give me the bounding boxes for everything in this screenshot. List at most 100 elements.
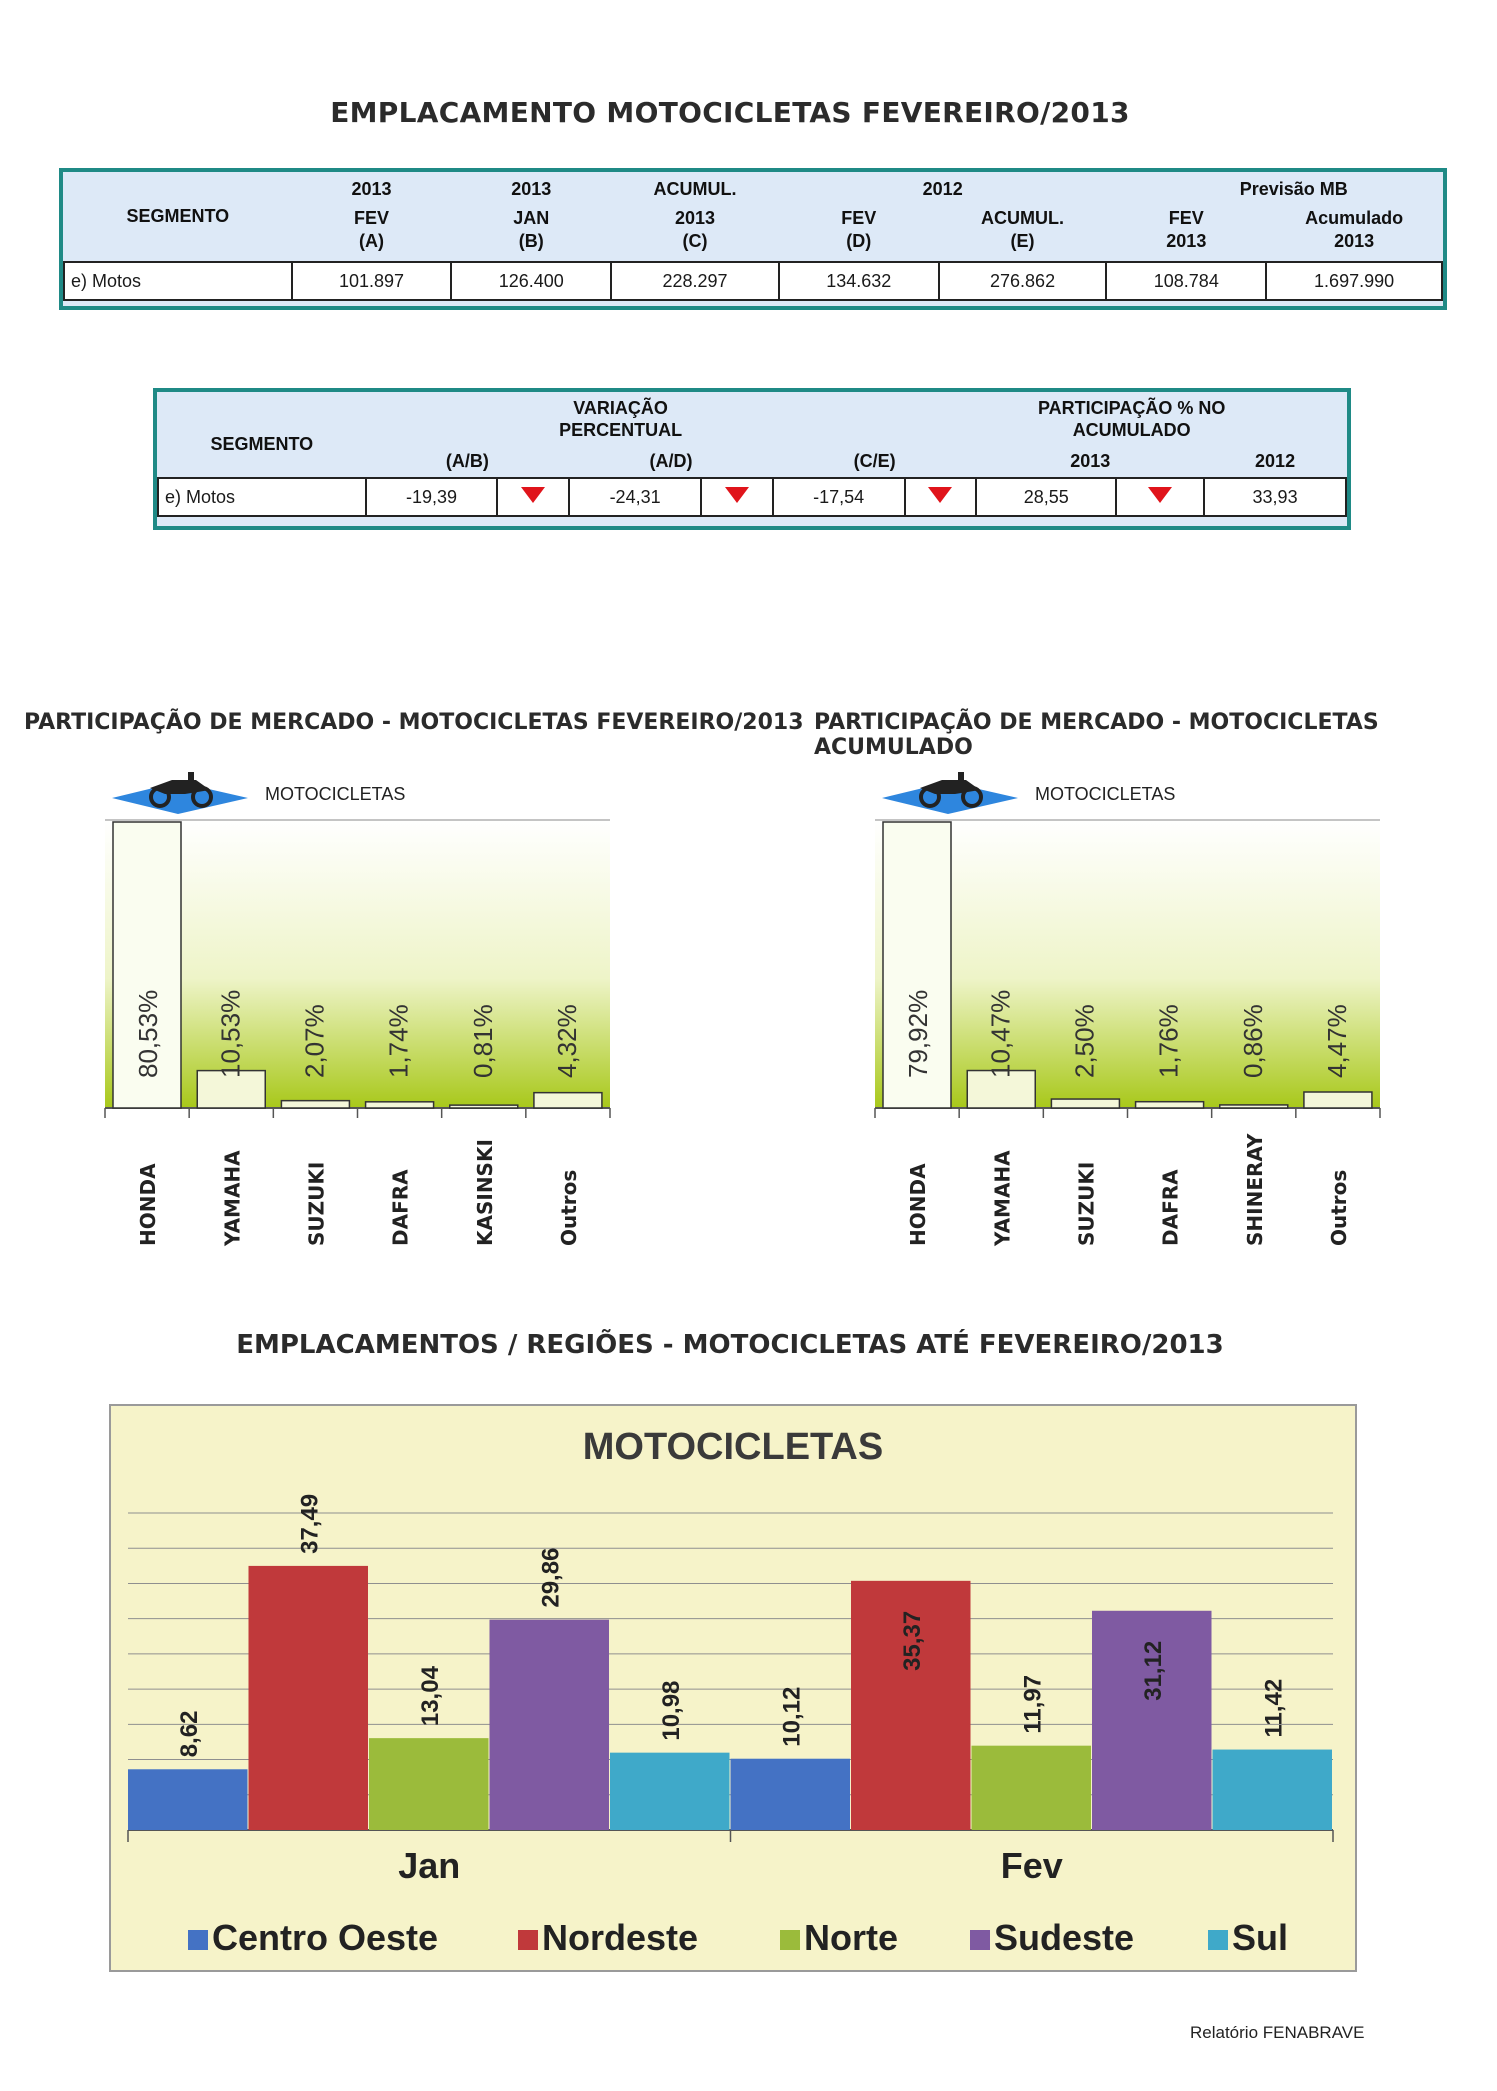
data-label: 0,86% — [1238, 1004, 1268, 1078]
col-header: (A/D) — [649, 451, 693, 471]
variacao-header-text: VARIAÇÃO PERCENTUAL — [559, 398, 683, 440]
bar — [112, 821, 182, 1109]
legend-entry: Centro Oeste — [212, 1917, 438, 1958]
col-header: (A/B) — [445, 451, 489, 471]
cell-value: 28,55 — [975, 477, 1118, 517]
cell-value: 108.784 — [1105, 261, 1268, 301]
category-label: SUZUKI — [304, 1162, 328, 1246]
legend-swatch — [188, 1930, 208, 1950]
legend-entry: Norte — [804, 1917, 898, 1958]
data-label: 0,81% — [468, 1004, 498, 1078]
category-label: SUZUKI — [1074, 1162, 1098, 1246]
bar — [280, 1099, 351, 1109]
bar — [364, 1101, 435, 1109]
data-label: 4,47% — [1322, 1004, 1352, 1078]
data-label: 13,04 — [417, 1665, 444, 1726]
bar — [196, 1069, 266, 1109]
category-label: DAFRA — [389, 1169, 413, 1246]
table-row: e) Motos -19,39 -24,31 -17,54 28,55 33,9… — [157, 477, 1347, 517]
category-label: KASINSKI — [473, 1139, 497, 1246]
badge-diamond — [882, 782, 1018, 814]
category-label: Fev — [1001, 1845, 1063, 1886]
legend-label: MOTOCICLETAS — [265, 784, 405, 804]
participacao-header-text: PARTICIPAÇÃO % NO ACUMULADO — [1038, 398, 1226, 440]
footer-credit: Relatório FENABRAVE — [1190, 2023, 1365, 2042]
col-header-mid: ACUMUL. — [981, 207, 1065, 228]
cell-value: 228.297 — [610, 261, 780, 301]
legend-entry: Sul — [1232, 1917, 1288, 1958]
cell-value: -19,39 — [364, 477, 499, 517]
share-acum-title: PARTICIPAÇÃO DE MERCADO - MOTOCICLETAS A… — [814, 710, 1379, 760]
category-label: YAMAHA — [990, 1150, 1014, 1247]
legend-swatch — [970, 1930, 990, 1950]
badge-diamond — [112, 782, 248, 814]
participacao-header: PARTICIPAÇÃO % NO ACUMULADO — [976, 392, 1346, 446]
category-label: HONDA — [136, 1163, 160, 1246]
cell-value: 134.632 — [777, 261, 940, 301]
cell-value: 101.897 — [290, 261, 453, 301]
col-header-mid: JAN — [513, 207, 550, 228]
bar — [882, 821, 952, 1109]
bar — [369, 1738, 489, 1830]
variation-table: SEGMENTO VARIAÇÃO PERCENTUAL PARTICIPAÇÃ… — [153, 388, 1351, 530]
bar — [730, 1758, 850, 1830]
chart-title: MOTOCICLETAS — [583, 1426, 883, 1468]
data-label: 10,12 — [779, 1687, 806, 1747]
col-header-top: ACUMUL. — [653, 178, 737, 199]
cell-value: -24,31 — [568, 477, 702, 517]
group-2012-header: 2012 — [922, 178, 963, 199]
data-label: 8,62 — [176, 1711, 203, 1758]
bar — [248, 1565, 368, 1830]
data-label: 79,92% — [903, 990, 933, 1078]
data-label: 1,74% — [384, 1004, 414, 1078]
motorcycle-icon — [149, 772, 213, 808]
col-header-mid: FEV — [841, 207, 877, 228]
data-label: 31,12 — [1140, 1641, 1167, 1701]
down-arrow-icon — [1115, 477, 1206, 517]
bar — [851, 1580, 971, 1830]
bar — [128, 1769, 248, 1830]
share-fev-chart: MOTOCICLETAS 80,53% HONDA 10,53% YAMAHA 2,07%… — [104, 772, 611, 1247]
col-header-bot: 2013 — [1166, 231, 1207, 251]
data-label: 10,47% — [985, 990, 1015, 1078]
data-label: 11,42 — [1261, 1679, 1288, 1738]
cell-value: 1.697.990 — [1265, 261, 1443, 301]
bar — [533, 1091, 603, 1109]
legend-entry: Sudeste — [994, 1917, 1134, 1958]
share-acum-chart: MOTOCICLETAS 79,92% HONDA 10,47% YAMAHA 2,50%… — [874, 772, 1381, 1247]
segment-header: SEGMENTO — [210, 433, 314, 454]
category-label: HONDA — [906, 1163, 930, 1246]
col-header-mid: FEV — [354, 207, 390, 228]
row-label: e) Motos — [157, 477, 367, 517]
col-header-bot: (C) — [682, 231, 708, 251]
category-label: Jan — [398, 1845, 460, 1886]
down-arrow-icon — [699, 477, 774, 517]
category-label: SHINERAY — [1243, 1133, 1267, 1246]
bar — [1092, 1610, 1212, 1830]
data-label: 2,07% — [299, 1004, 329, 1078]
cell-value: -17,54 — [771, 477, 906, 517]
registrations-table: SEGMENTO 2013 2013 ACUMUL. 2012 Previsão… — [59, 168, 1447, 310]
bar — [449, 1104, 519, 1109]
data-label: 11,97 — [1020, 1675, 1047, 1734]
data-label: 10,98 — [658, 1681, 685, 1741]
data-label: 37,49 — [297, 1494, 324, 1554]
col-header-mid: FEV — [1168, 207, 1204, 228]
plot-area — [105, 820, 610, 1108]
data-label: 2,50% — [1069, 1004, 1099, 1078]
col-header-top: 2013 — [511, 178, 552, 199]
legend-entry: Nordeste — [542, 1917, 698, 1958]
cell-value: 276.862 — [937, 261, 1108, 301]
data-label: 29,86 — [538, 1548, 565, 1608]
motorcycle-icon — [919, 772, 983, 808]
col-header-mid: Acumulado — [1305, 207, 1404, 228]
bar — [971, 1745, 1091, 1830]
col-header-mid: 2013 — [675, 207, 716, 228]
regions-chart: MOTOCICLETAS Jan 8,62 37,49 13,04 29,86 10,98 F… — [109, 1404, 1357, 1972]
table-row: e) Motos 101.897 126.400 228.297 134.632… — [63, 261, 1443, 301]
bar — [610, 1752, 730, 1830]
plot-area — [875, 820, 1380, 1108]
col-header: 2012 — [1255, 451, 1296, 471]
col-header-bot: (B) — [518, 231, 544, 251]
data-label: 35,37 — [899, 1611, 926, 1671]
